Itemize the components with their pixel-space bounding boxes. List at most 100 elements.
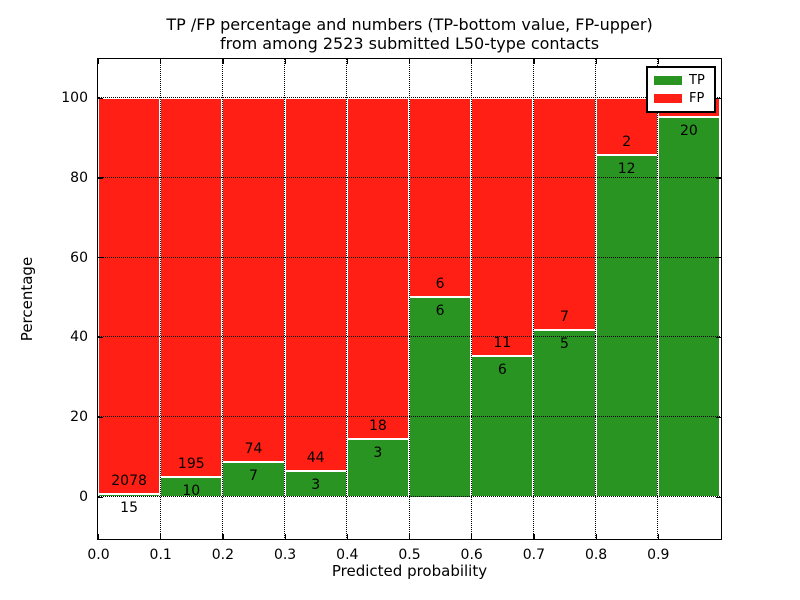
tp-count-label-5: 6 <box>435 303 445 319</box>
ytick-right-60 <box>716 257 721 259</box>
tp-count-label-4: 3 <box>373 445 383 462</box>
bar-segment-fp-2 <box>222 97 285 463</box>
bar-segment-fp-4 <box>346 97 409 440</box>
ytick-label-100: 100 <box>61 90 88 106</box>
bar-segment-fp-5 <box>409 97 472 297</box>
fp-count-label-4: 18 <box>368 418 387 435</box>
bar-segment-tp-4 <box>346 439 409 497</box>
xtick-top-8 <box>595 59 597 64</box>
fp-count-label-2: 74 <box>244 441 263 458</box>
gridline-h-80 <box>98 176 720 178</box>
xtick-top-6 <box>471 59 473 64</box>
tp-count-label-9: 20 <box>679 122 698 139</box>
bar-segment-tp-8 <box>595 154 658 497</box>
ytick-left-0 <box>98 496 103 498</box>
legend-swatch-tp <box>654 75 682 85</box>
ytick-label-60: 60 <box>70 249 88 266</box>
tp-count-label-0: 15 <box>120 499 138 516</box>
gridline-v-3 <box>284 59 286 538</box>
fp-count-label-8: 2 <box>622 133 632 150</box>
bar-segment-tp-2 <box>222 462 285 497</box>
tp-count-label-8: 12 <box>617 160 636 177</box>
bar-segment-tp-1 <box>160 476 223 497</box>
gridline-v-1 <box>159 59 161 538</box>
gridline-h-40 <box>98 336 720 338</box>
y-axis-label: Percentage <box>18 256 36 342</box>
xtick-label-0.7: 0.7 <box>522 547 546 563</box>
gridline-h-0 <box>98 496 720 497</box>
xtick-top-1 <box>160 59 162 64</box>
legend-swatch-fp <box>654 94 682 104</box>
legend: TP FP <box>646 66 716 113</box>
bar-segment-tp-7 <box>533 330 596 497</box>
ytick-right-40 <box>716 336 721 339</box>
bar-segment-fp-1 <box>160 97 223 477</box>
xtick-top-3 <box>284 59 286 64</box>
bar-segment-fp-8 <box>595 97 658 155</box>
tp-count-label-3: 3 <box>311 476 321 493</box>
ytick-label-40: 40 <box>70 329 88 346</box>
ytick-label-20: 20 <box>70 409 88 426</box>
xtick-bottom-5 <box>409 534 411 539</box>
ytick-label-0: 0 <box>79 489 88 505</box>
ytick-right-100 <box>716 97 721 99</box>
tp-count-label-1: 10 <box>182 482 201 499</box>
ytick-left-100 <box>98 97 103 99</box>
ytick-label-80: 80 <box>70 169 88 186</box>
xtick-label-0.8: 0.8 <box>584 547 608 563</box>
xtick-top-9 <box>657 59 660 64</box>
ytick-right-20 <box>716 416 721 418</box>
xtick-label-0.0: 0.0 <box>87 547 110 563</box>
bar-segment-fp-3 <box>284 97 347 471</box>
xtick-top-5 <box>409 59 411 64</box>
xtick-label-0.4: 0.4 <box>336 547 359 563</box>
plot-area: 2078 15 195 10 74 7 44 3 18 3 6 6 11 6 7 5 2 12 20 <box>97 58 722 540</box>
ytick-left-80 <box>98 177 103 179</box>
xtick-top-7 <box>533 59 535 64</box>
xtick-bottom-3 <box>284 534 286 539</box>
bar-segment-fp-7 <box>533 97 596 331</box>
xtick-bottom-8 <box>595 534 597 539</box>
xtick-label-0.9: 0.9 <box>647 547 670 563</box>
chart-title-line2: from among 2523 submitted L50-type conta… <box>219 34 600 53</box>
bar-segment-tp-0 <box>98 493 161 497</box>
bar-segment-tp-5 <box>409 297 472 497</box>
legend-item-fp: FP <box>654 92 708 105</box>
xtick-label-0.2: 0.2 <box>211 547 235 563</box>
xtick-label-0.5: 0.5 <box>398 547 421 563</box>
bar-segment-tp-9 <box>657 116 720 497</box>
xtick-label-0.1: 0.1 <box>149 547 172 563</box>
fp-count-label-0: 2078 <box>111 472 147 489</box>
bar-segment-fp-6 <box>471 97 534 356</box>
gridline-h-100 <box>98 97 720 98</box>
xtick-bottom-4 <box>346 534 349 539</box>
xtick-bottom-6 <box>471 534 473 539</box>
fp-count-label-7: 7 <box>560 309 569 326</box>
x-axis-label: Predicted probability <box>331 562 488 580</box>
xtick-top-0 <box>98 59 100 64</box>
xtick-bottom-9 <box>657 534 660 539</box>
chart-title-line1: TP /FP percentage and numbers (TP-bottom… <box>166 15 653 34</box>
bar-segment-tp-6 <box>471 355 534 497</box>
gridline-v-9 <box>657 59 659 538</box>
ytick-right-0 <box>716 496 721 498</box>
bar-segment-tp-3 <box>284 470 347 497</box>
ytick-left-40 <box>98 336 103 339</box>
ytick-left-60 <box>98 257 103 259</box>
bar-segment-fp-0 <box>98 97 161 494</box>
gridline-h-60 <box>98 256 720 258</box>
xtick-bottom-7 <box>533 534 535 539</box>
chart-title: TP /FP percentage and numbers (TP-bottom… <box>97 15 722 53</box>
tp-count-label-6: 6 <box>497 361 507 378</box>
xtick-bottom-1 <box>160 534 162 539</box>
ytick-right-80 <box>716 177 721 179</box>
xtick-bottom-0 <box>98 534 100 539</box>
xtick-bottom-2 <box>222 534 224 539</box>
gridline-v-2 <box>221 59 223 538</box>
gridline-v-7 <box>532 59 534 538</box>
tp-count-label-7: 5 <box>560 336 569 353</box>
legend-label-fp: FP <box>689 91 705 107</box>
tp-count-label-2: 7 <box>249 468 258 485</box>
gridline-v-5 <box>408 59 410 538</box>
gridline-h-20 <box>98 416 720 418</box>
